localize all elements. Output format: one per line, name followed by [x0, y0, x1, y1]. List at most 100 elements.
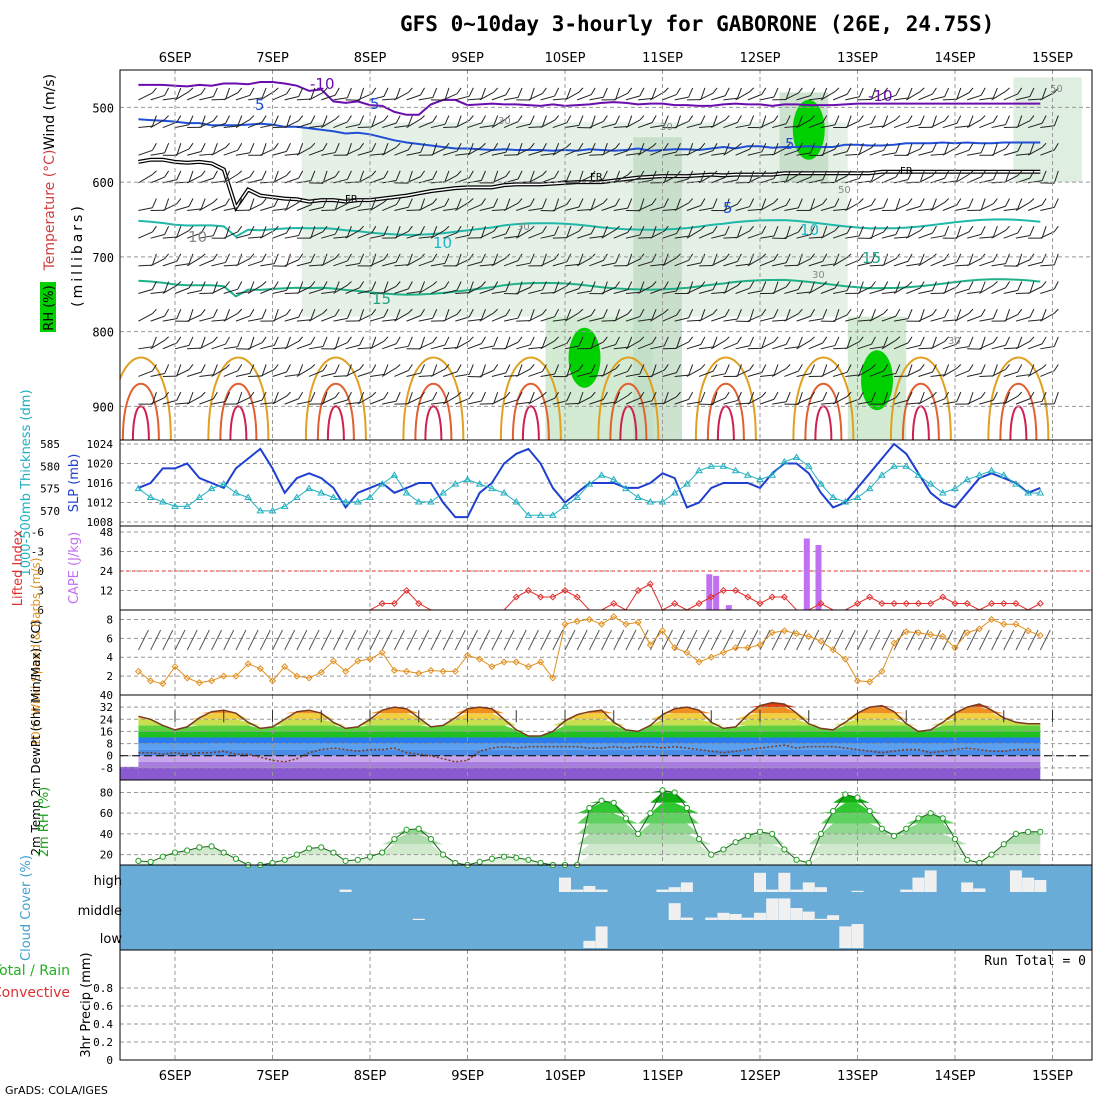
wind-barb-feather — [773, 364, 779, 376]
rh-peak — [792, 99, 825, 160]
wind-barb-feather — [639, 170, 645, 178]
wind-barb-feather — [602, 225, 608, 237]
wind-barb — [686, 344, 702, 350]
wind-barb-feather — [700, 115, 706, 125]
wind-barb — [772, 204, 787, 211]
wind-barb — [260, 369, 275, 377]
wind-barb — [381, 285, 397, 294]
wind-barb-feather — [407, 225, 413, 232]
wind-barb — [150, 233, 165, 239]
wind-barb-feather — [407, 115, 413, 126]
wind10m-barb — [625, 629, 637, 651]
wind-barb — [528, 93, 543, 101]
slp-line — [138, 442, 1041, 519]
wind-barb-feather — [310, 142, 316, 148]
wind-barb — [869, 149, 884, 156]
wind-barb — [650, 124, 665, 129]
wind-barb — [942, 122, 957, 129]
wind-barb — [723, 342, 738, 350]
wind-barb — [796, 258, 811, 267]
wind-barb-feather — [944, 364, 950, 375]
wind-barb-feather — [871, 87, 876, 100]
wind-barb — [223, 288, 238, 294]
thickness-point — [804, 462, 813, 469]
wind-barb — [759, 178, 775, 184]
wind-barb-feather — [822, 170, 828, 180]
wind-barb-feather — [212, 364, 218, 375]
thickness-point — [487, 484, 496, 492]
wind-barb-feather — [602, 308, 608, 319]
pressure-tick-label: 600 — [92, 176, 114, 190]
wind-barb-feather — [286, 364, 291, 373]
wind-barb-feather — [676, 281, 681, 292]
wind10m-tick-label: 8 — [106, 613, 113, 626]
wind-barb — [1003, 347, 1018, 350]
wind-barb-feather — [432, 226, 438, 237]
wind-barb-feather — [273, 281, 279, 289]
lifted-index-point — [902, 599, 910, 608]
wind-barb-feather — [992, 226, 998, 238]
wind-barb-feather — [834, 364, 840, 371]
wind-barb — [637, 261, 653, 267]
wind-barb — [637, 146, 653, 156]
wind-barb-feather — [871, 336, 876, 345]
wind-barb — [430, 287, 446, 294]
contour-label: 5 — [255, 96, 265, 114]
rh2m-point — [500, 853, 508, 860]
wind-barb — [857, 98, 872, 101]
wind-barb-feather — [237, 253, 243, 266]
wind-barb-feather — [176, 253, 182, 262]
wind-barb-feather — [700, 225, 706, 231]
bottom-day-label: 6SEP — [159, 1069, 192, 1084]
wind10m-barb — [783, 629, 795, 651]
wind-barb — [832, 257, 848, 267]
wind-barb — [893, 121, 909, 129]
cloud-cell — [583, 940, 596, 948]
wind-barb-feather — [663, 281, 669, 289]
cloud-cell — [668, 887, 681, 892]
cloud-cell — [729, 914, 742, 920]
wind10m-barb — [186, 629, 198, 651]
wind-barb — [966, 397, 982, 405]
rh2m-point — [488, 855, 495, 862]
wind-barb-feather — [1005, 336, 1011, 346]
wind-barb — [1003, 150, 1018, 156]
wind-barb-feather — [359, 281, 365, 288]
wind-barb-feather — [407, 198, 413, 208]
wind-barb-feather — [164, 198, 170, 211]
wind-barb — [260, 263, 275, 267]
wind10m-point — [695, 658, 703, 666]
wind-barb — [272, 371, 287, 377]
wind-barb-feather — [761, 308, 767, 316]
wind10m-barb — [893, 629, 905, 651]
thickness-point — [268, 506, 277, 514]
wind-barb-feather — [773, 225, 779, 237]
isotherm-20 — [694, 356, 757, 440]
wind10m-barb — [820, 629, 832, 651]
wind-barb — [967, 152, 982, 156]
wind-barb-feather — [200, 364, 206, 373]
wind-barb — [418, 260, 433, 267]
wind-barb-feather — [493, 198, 499, 208]
wind-barb-feather — [200, 170, 206, 177]
wind-barb — [150, 315, 165, 322]
wind-barb — [954, 207, 970, 212]
wind-barb-feather — [980, 143, 986, 153]
wind-barb-feather — [663, 253, 669, 265]
wind-barb-feather — [858, 281, 864, 294]
wind-barb — [698, 207, 714, 212]
wind-barb-feather — [919, 170, 925, 183]
wind-barb-feather — [249, 253, 255, 259]
wind-barb — [382, 343, 397, 350]
wind-barb — [796, 176, 811, 184]
wind-barb — [247, 284, 263, 294]
wind-barb-feather — [1053, 253, 1059, 266]
wind-barb-feather — [992, 391, 998, 401]
rh2m-point — [476, 858, 483, 865]
wind-barb — [479, 230, 494, 239]
cloud-cell — [802, 911, 815, 920]
lifted-index-point — [671, 599, 679, 608]
wind10m-point — [927, 631, 935, 639]
wind-barb-feather — [980, 281, 986, 292]
wind10m-point — [1012, 620, 1020, 628]
